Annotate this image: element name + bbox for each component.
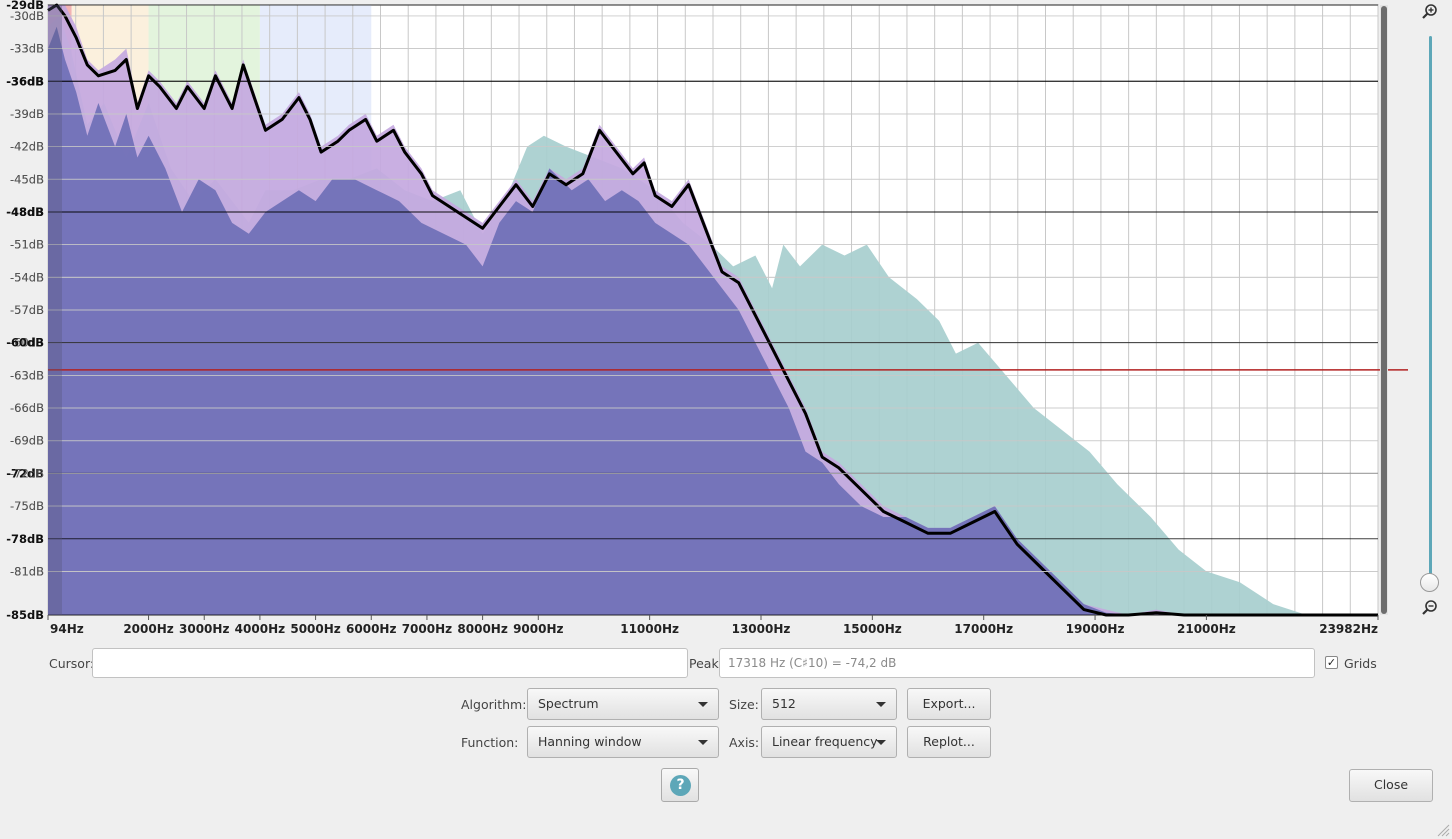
size-label: Size: bbox=[729, 697, 759, 712]
scrollbar-thumb[interactable] bbox=[1381, 6, 1387, 614]
chevron-down-icon bbox=[876, 740, 886, 745]
y-axis-tick-label: -54dB bbox=[10, 270, 44, 284]
y-axis-tick-label: -42dB bbox=[10, 140, 44, 154]
y-axis-tick-label: -85dB bbox=[6, 608, 44, 622]
zoom-out-icon[interactable] bbox=[1421, 599, 1439, 617]
y-axis-tick-label: -72dB bbox=[6, 466, 44, 480]
x-axis-tick-label: 7000Hz bbox=[402, 622, 452, 636]
y-axis-tick-label: -63dB bbox=[10, 368, 44, 382]
y-axis-tick-label: -51dB bbox=[10, 238, 44, 252]
cursor-field[interactable] bbox=[92, 648, 688, 678]
x-axis-tick-label: 21000Hz bbox=[1177, 622, 1236, 636]
chevron-down-icon bbox=[876, 702, 886, 707]
algorithm-dropdown[interactable]: Spectrum bbox=[527, 688, 719, 720]
replot-button[interactable]: Replot... bbox=[907, 726, 991, 758]
function-dropdown[interactable]: Hanning window bbox=[527, 726, 719, 758]
x-axis-tick-label: 4000Hz bbox=[235, 622, 285, 636]
algorithm-label: Algorithm: bbox=[461, 697, 527, 712]
y-axis-tick-label: -39dB bbox=[10, 107, 44, 121]
y-axis-tick-label: -51dB bbox=[10, 238, 44, 252]
y-axis-tick-label: -48dB bbox=[6, 205, 44, 219]
y-axis-tick-label: -39dB bbox=[10, 107, 44, 121]
y-axis-tick-label: -63dB bbox=[10, 368, 44, 382]
cursor-label: Cursor: bbox=[49, 656, 95, 671]
chevron-down-icon bbox=[698, 702, 708, 707]
axis-value: Linear frequency bbox=[772, 734, 878, 749]
y-axis-tick-label: -81dB bbox=[10, 564, 44, 578]
y-axis-tick-label: -78dB bbox=[6, 532, 44, 546]
resize-grip-icon[interactable] bbox=[1436, 823, 1450, 837]
y-axis-tick-label: -54dB bbox=[10, 270, 44, 284]
help-button[interactable]: ? bbox=[661, 768, 699, 802]
y-axis-tick-label: -42dB bbox=[10, 140, 44, 154]
chevron-down-icon bbox=[698, 740, 708, 745]
x-axis-tick-label: 23982Hz bbox=[1319, 622, 1378, 636]
grids-label: Grids bbox=[1344, 656, 1377, 671]
x-axis-tick-label: 8000Hz bbox=[457, 622, 507, 636]
y-axis-tick-label: -66dB bbox=[10, 401, 44, 415]
y-axis-tick-label: -60dB bbox=[6, 336, 44, 350]
peak-field[interactable]: 17318 Hz (C♯10) = -74,2 dB bbox=[719, 648, 1315, 678]
export-button[interactable]: Export... bbox=[907, 688, 991, 720]
y-axis-tick-label: -75dB bbox=[10, 499, 44, 513]
x-axis-tick-label: 19000Hz bbox=[1066, 622, 1125, 636]
y-axis-tick-label: -69dB bbox=[10, 434, 44, 448]
y-axis-tick-label: -45dB bbox=[10, 172, 44, 186]
help-icon: ? bbox=[670, 775, 691, 796]
y-axis-tick-label: -33dB bbox=[10, 42, 44, 56]
x-axis-tick-label: 9000Hz bbox=[513, 622, 563, 636]
size-dropdown[interactable]: 512 bbox=[761, 688, 897, 720]
function-label: Function: bbox=[461, 735, 519, 750]
y-axis-tick-label: -66dB bbox=[10, 401, 44, 415]
close-button[interactable]: Close bbox=[1349, 769, 1433, 802]
axis-dropdown[interactable]: Linear frequency bbox=[761, 726, 897, 758]
size-value: 512 bbox=[772, 696, 796, 711]
zoom-slider-thumb[interactable] bbox=[1420, 573, 1439, 592]
peak-label: Peak: bbox=[689, 656, 723, 671]
x-axis-tick-label: 5000Hz bbox=[290, 622, 340, 636]
zoom-in-icon[interactable] bbox=[1421, 3, 1439, 21]
zoom-slider-track[interactable] bbox=[1429, 36, 1432, 584]
low-frequency-stripe bbox=[48, 5, 62, 615]
spectrum-plot[interactable]: -29dB-24dB-30dB-27dB-33dB-30dB-36dB-33dB… bbox=[0, 0, 1452, 640]
y-axis-tick-label: -36dB bbox=[6, 74, 44, 88]
x-axis-tick-label: 3000Hz bbox=[179, 622, 229, 636]
y-axis-tick-label: -30dB bbox=[10, 9, 44, 23]
spectrum-area bbox=[48, 26, 1378, 616]
y-axis-tick-label: -29dB bbox=[6, 0, 44, 12]
y-axis-tick-label: -48dB bbox=[6, 205, 44, 219]
y-axis-tick-label: -45dB bbox=[10, 172, 44, 186]
x-axis-tick-label: 13000Hz bbox=[732, 622, 791, 636]
y-axis-tick-label: -72dB bbox=[10, 466, 44, 480]
y-axis-tick-label: -33dB bbox=[10, 42, 44, 56]
x-axis-tick-label: 2000Hz bbox=[123, 622, 173, 636]
y-axis-tick-label: -57dB bbox=[10, 303, 44, 317]
x-axis-tick-label: 15000Hz bbox=[843, 622, 902, 636]
y-axis-tick-label: -60dB bbox=[10, 336, 44, 350]
function-value: Hanning window bbox=[538, 734, 642, 749]
y-axis-tick-label: -30dB bbox=[10, 9, 44, 23]
axis-label: Axis: bbox=[729, 735, 760, 750]
spectrum-line bbox=[47, 3, 1378, 617]
x-axis-tick-label: 17000Hz bbox=[954, 622, 1013, 636]
x-axis-tick-label: 11000Hz bbox=[620, 622, 679, 636]
grids-checkbox[interactable]: ✓ bbox=[1325, 656, 1338, 669]
x-axis-tick-label: 6000Hz bbox=[346, 622, 396, 636]
y-axis-tick-label: -69dB bbox=[10, 434, 44, 448]
y-axis-tick-label: -75dB bbox=[10, 499, 44, 513]
y-axis-tick-label: -57dB bbox=[10, 303, 44, 317]
y-axis-tick-label: -81dB bbox=[10, 564, 44, 578]
x-axis-tick-label: 94Hz bbox=[50, 622, 84, 636]
y-axis-tick-label: -36dB bbox=[6, 74, 44, 88]
algorithm-value: Spectrum bbox=[538, 696, 599, 711]
